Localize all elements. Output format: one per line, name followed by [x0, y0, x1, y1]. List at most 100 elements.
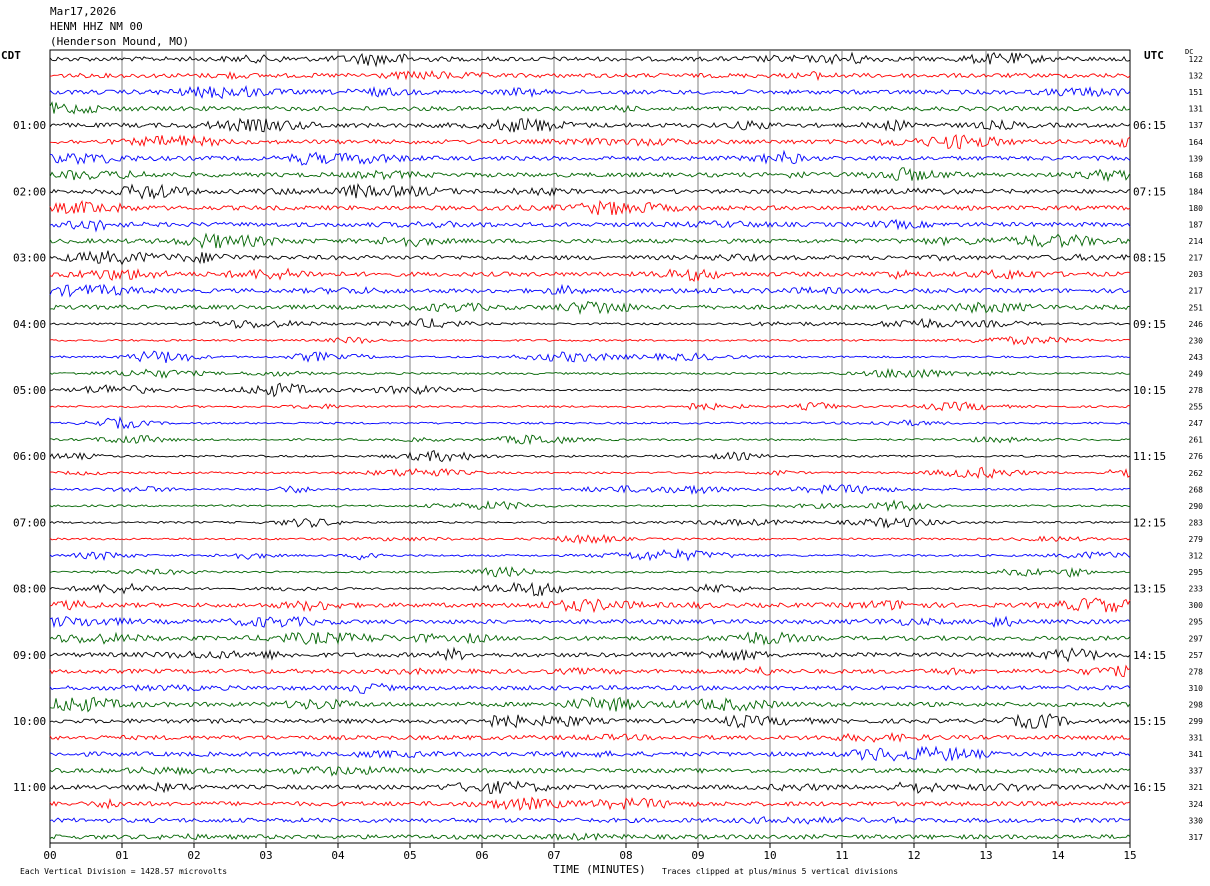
- dc-offset-label: 321: [1189, 783, 1204, 792]
- x-tick-label: 06: [475, 849, 488, 862]
- x-tick-label: 13: [979, 849, 992, 862]
- seismic-trace: [49, 51, 1131, 68]
- clip-note: Traces clipped at plus/minus 5 vertical …: [662, 867, 899, 876]
- seismic-trace: [49, 615, 1131, 629]
- seismic-trace: [49, 85, 1131, 100]
- dc-offset-label: 137: [1189, 121, 1204, 130]
- dc-offset-label: 217: [1189, 287, 1204, 296]
- dc-offset-label: 337: [1189, 767, 1204, 776]
- seismic-trace: [49, 283, 1131, 298]
- seismic-trace: [49, 415, 1131, 430]
- right-hour-label: 10:15: [1133, 384, 1166, 397]
- dc-offset-label: 299: [1189, 717, 1204, 726]
- seismic-trace: [49, 300, 1131, 316]
- dc-offset-label: 290: [1189, 502, 1204, 511]
- seismic-trace: [49, 367, 1131, 379]
- dc-offset-label: 168: [1189, 171, 1204, 180]
- dc-offset-label: 164: [1189, 138, 1204, 147]
- dc-offset-label: 278: [1189, 386, 1204, 395]
- dc-offset-label: 295: [1189, 618, 1204, 627]
- seismic-trace: [49, 101, 1131, 115]
- seismic-trace: [49, 250, 1131, 266]
- seismic-trace: [49, 682, 1131, 695]
- seismic-trace: [49, 149, 1131, 166]
- dc-offset-label: 217: [1189, 254, 1204, 263]
- left-hour-label: 08:00: [13, 583, 46, 596]
- seismic-trace: [49, 466, 1131, 480]
- dc-offset-label: 247: [1189, 419, 1204, 428]
- x-tick-label: 05: [403, 849, 416, 862]
- right-hour-label: 13:15: [1133, 583, 1166, 596]
- x-tick-label: 14: [1051, 849, 1065, 862]
- dc-offset-label: 331: [1189, 734, 1204, 743]
- plot-frame: [49, 49, 1131, 844]
- x-tick-label: 11: [835, 849, 848, 862]
- right-hour-label: 12:15: [1133, 516, 1166, 529]
- x-tick-label: 12: [907, 849, 920, 862]
- seismic-trace: [49, 713, 1131, 730]
- seismic-trace: [49, 745, 1131, 762]
- dc-offset-label: 279: [1189, 535, 1204, 544]
- seismic-trace: [49, 218, 1131, 233]
- x-tick-label: 15: [1123, 849, 1136, 862]
- seismic-trace: [49, 434, 1131, 446]
- dc-offset-label: 261: [1189, 436, 1204, 445]
- right-hour-label: 06:15: [1133, 119, 1166, 132]
- left-hour-label: 07:00: [13, 516, 46, 529]
- x-tick-label: 09: [691, 849, 704, 862]
- dc-offset-label: 180: [1189, 204, 1204, 213]
- dc-offset-label: 295: [1189, 568, 1204, 577]
- seismic-trace: [49, 350, 1131, 363]
- station-location: (Henderson Mound, MO): [50, 35, 190, 48]
- left-hour-label: 01:00: [13, 119, 46, 132]
- left-hour-label: 03:00: [13, 252, 46, 265]
- dc-offset-label: 268: [1189, 485, 1204, 494]
- seismic-trace: [49, 117, 1131, 133]
- dc-offset-label: 255: [1189, 403, 1204, 412]
- dc-offset-label: 298: [1189, 700, 1204, 709]
- seismic-trace: [49, 696, 1131, 713]
- seismic-trace: [49, 631, 1131, 646]
- seismic-trace: [49, 401, 1131, 412]
- right-hour-label: 16:15: [1133, 781, 1166, 794]
- seismic-trace: [49, 182, 1131, 200]
- x-tick-label: 01: [115, 849, 128, 862]
- x-tick-label: 10: [763, 849, 776, 862]
- dc-offset-label: 341: [1189, 750, 1204, 759]
- seismic-trace: [49, 832, 1131, 842]
- x-tick-label: 00: [43, 849, 56, 862]
- seismic-trace: [49, 664, 1131, 678]
- dc-offset-label: 246: [1189, 320, 1204, 329]
- dc-offset-label: 297: [1189, 634, 1204, 643]
- right-hour-label: 15:15: [1133, 715, 1166, 728]
- seismic-trace: [49, 548, 1131, 562]
- dc-offset-label: 257: [1189, 651, 1204, 660]
- dc-offset-label: 278: [1189, 667, 1204, 676]
- dc-offset-label: 203: [1189, 270, 1204, 279]
- seismic-trace: [49, 382, 1131, 398]
- seismic-trace: [49, 199, 1131, 216]
- seismic-trace: [49, 267, 1131, 282]
- plot-date: Mar17,2026: [50, 5, 117, 18]
- right-timezone: UTC: [1144, 49, 1164, 62]
- dc-offset-label: 317: [1189, 833, 1204, 842]
- right-hour-label: 14:15: [1133, 649, 1166, 662]
- right-hour-label: 11:15: [1133, 450, 1166, 463]
- station-code: HENM HHZ NM 00: [50, 20, 143, 33]
- dc-offset-label: 324: [1189, 800, 1204, 809]
- dc-offset-label: 312: [1189, 552, 1204, 561]
- seismic-trace: [49, 731, 1131, 743]
- seismic-trace: [49, 335, 1131, 346]
- seismic-trace: [49, 816, 1131, 825]
- seismic-trace: [49, 449, 1131, 463]
- x-axis-label: TIME (MINUTES): [553, 863, 646, 876]
- seismic-trace: [49, 499, 1131, 512]
- left-hour-label: 09:00: [13, 649, 46, 662]
- dc-offset-label: 251: [1189, 303, 1204, 312]
- seismic-trace: [49, 317, 1131, 329]
- dc-offset-label: 132: [1189, 72, 1204, 81]
- seismic-trace: [49, 796, 1131, 811]
- x-tick-label: 02: [187, 849, 200, 862]
- x-tick-label: 08: [619, 849, 632, 862]
